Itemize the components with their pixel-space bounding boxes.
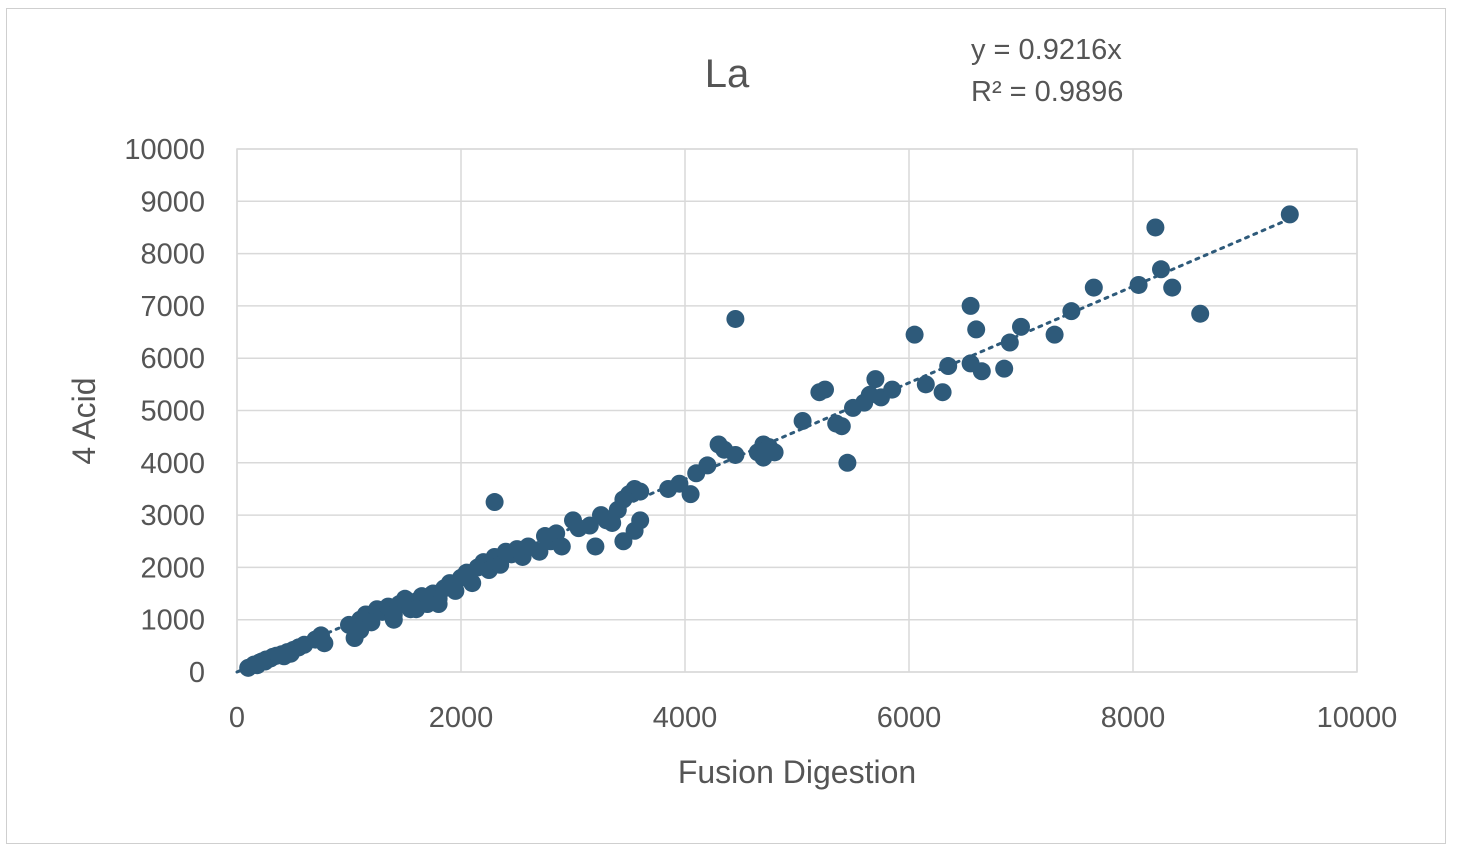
x-tick-labels: 0 2000 4000 6000 8000 10000 (229, 702, 1397, 734)
x-axis-label: Fusion Digestion (678, 754, 916, 790)
x-tick-label: 2000 (429, 702, 494, 734)
data-point (816, 380, 834, 399)
data-point (866, 370, 885, 389)
x-tick-label: 8000 (1101, 702, 1166, 734)
data-point (726, 445, 745, 464)
data-point (1152, 260, 1170, 279)
data-point (281, 644, 300, 663)
data-point (832, 417, 851, 436)
data-point (698, 456, 717, 475)
data-point (1062, 302, 1081, 321)
y-tick-label: 1000 (140, 605, 205, 637)
data-point (1045, 325, 1064, 344)
data-point (838, 453, 857, 472)
x-tick-label: 10000 (1317, 702, 1398, 734)
y-tick-label: 10000 (124, 134, 205, 166)
data-point (883, 380, 902, 399)
data-points (239, 205, 1299, 677)
data-point (972, 362, 991, 381)
trendline-r2: R² = 0.9896 (971, 76, 1123, 108)
data-point (933, 383, 952, 402)
data-point (916, 375, 935, 394)
data-point (362, 613, 381, 632)
data-point (765, 443, 784, 462)
data-point (1280, 205, 1299, 224)
y-tick-label: 3000 (140, 500, 205, 532)
y-tick-label: 0 (189, 657, 205, 689)
chart-frame: 0 2000 4000 6000 8000 10000 0 1000 2000 3000 4000… (6, 8, 1446, 844)
y-tick-label: 6000 (140, 343, 205, 375)
data-point (485, 493, 504, 512)
data-point (1012, 317, 1030, 336)
data-point (586, 537, 605, 556)
y-axis-label: 4 Acid (66, 377, 102, 464)
data-point (1163, 278, 1182, 297)
data-point (1146, 218, 1165, 237)
data-point (631, 482, 650, 501)
y-tick-label: 5000 (140, 396, 205, 428)
data-point (793, 411, 812, 430)
data-point (384, 605, 403, 624)
data-point (315, 634, 334, 653)
x-tick-label: 0 (229, 702, 245, 734)
x-tick-label: 6000 (877, 702, 942, 734)
scatter-chart: 0 2000 4000 6000 8000 10000 0 1000 2000 3000 4000… (66, 34, 1397, 790)
data-point (252, 652, 271, 671)
data-point (681, 485, 700, 504)
y-tick-label: 2000 (140, 552, 205, 584)
x-tick-label: 4000 (653, 702, 718, 734)
data-point (726, 309, 745, 328)
y-tick-label: 7000 (140, 291, 205, 323)
data-point (429, 595, 448, 614)
data-point (552, 537, 571, 556)
data-point (939, 357, 958, 376)
y-tick-labels: 0 1000 2000 3000 4000 5000 6000 7000 8000 9000 100… (124, 134, 205, 689)
data-point (1084, 278, 1103, 297)
data-point (995, 359, 1014, 378)
data-point (463, 574, 482, 593)
data-point (1000, 333, 1019, 352)
y-tick-label: 9000 (140, 186, 205, 218)
chart-title: La (705, 52, 750, 96)
data-point (1191, 304, 1210, 323)
plot-area-border (236, 148, 1358, 673)
y-tick-label: 8000 (140, 239, 205, 271)
data-point (961, 296, 980, 315)
data-point (407, 600, 426, 619)
data-point (631, 511, 650, 530)
data-point (1129, 275, 1148, 294)
trendline-equation: y = 0.9216x (971, 34, 1122, 66)
y-tick-label: 4000 (140, 448, 205, 480)
data-point (905, 325, 924, 344)
data-point (967, 320, 986, 339)
